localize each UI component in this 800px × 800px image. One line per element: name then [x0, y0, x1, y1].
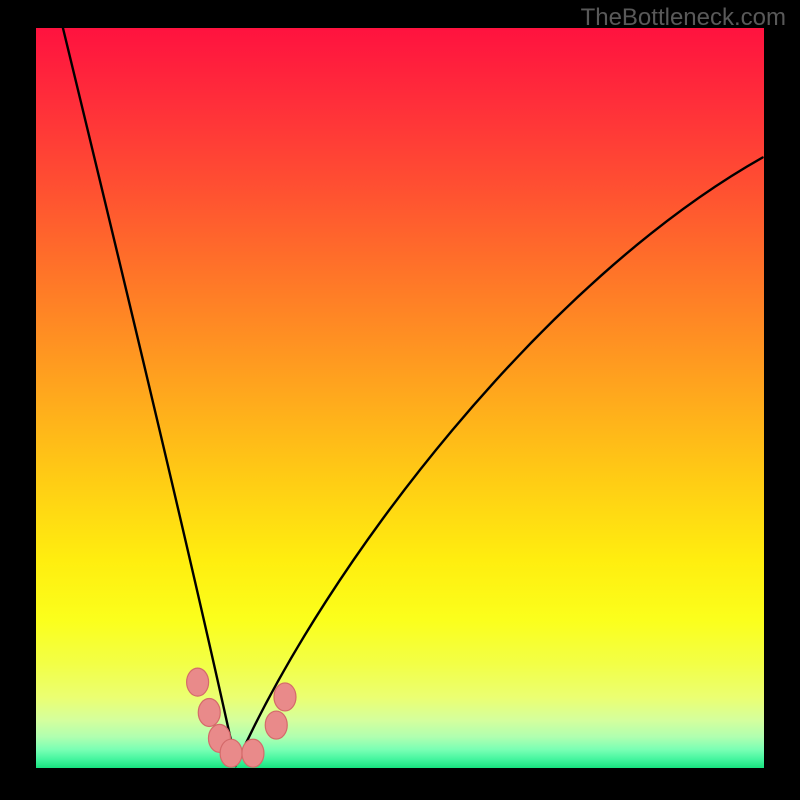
marker-point — [198, 699, 220, 727]
marker-point — [265, 711, 287, 739]
chart-svg — [36, 28, 764, 768]
marker-point — [187, 668, 209, 696]
marker-point — [274, 683, 296, 711]
marker-point — [220, 739, 242, 767]
marker-point — [242, 739, 264, 767]
watermark-text: TheBottleneck.com — [581, 4, 786, 32]
bottleneck-chart — [36, 28, 764, 768]
gradient-background — [36, 28, 764, 768]
